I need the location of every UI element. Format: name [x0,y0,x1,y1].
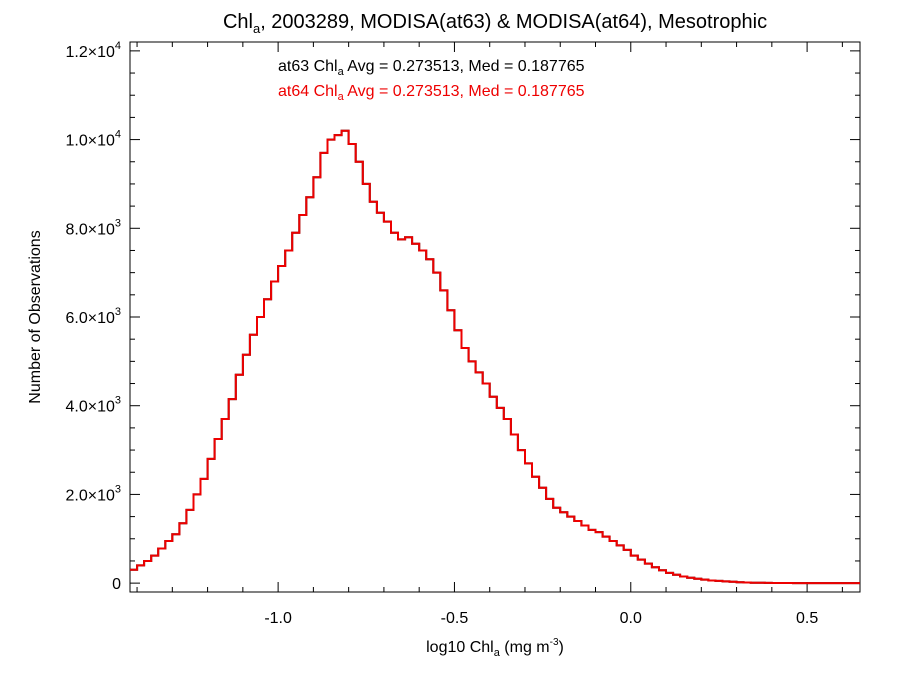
annotation-at63-rest: Avg = 0.273513, Med = 0.187765 [344,58,585,75]
x-tick-label: -1.0 [264,610,292,627]
y-tick-label: 8.0×103 [65,217,121,238]
y-tick-label: 2.0×103 [65,483,121,504]
x-tick-label: 0.5 [796,610,818,627]
plot-frame [129,41,861,593]
annotation-at63: at63 Chla Avg = 0.273513, Med = 0.187765 [278,58,585,78]
annotation-at64-subscript: a [338,91,345,103]
series-at63-line [130,129,860,585]
chart-title: Chla, 2003289, MODISA(at63) & MODISA(at6… [223,11,767,36]
x-axis-label-subscript: a [494,647,501,659]
y-tick-label: 4.0×103 [65,395,121,416]
x-tick-label: -0.5 [441,610,469,627]
annotation-at64-rest: Avg = 0.273513, Med = 0.187765 [344,83,585,100]
x-axis-label-mid: (mg m [500,639,550,656]
y-tick-label: 6.0×103 [65,306,121,327]
y-tick-label: 1.2×104 [65,40,121,61]
annotation-at63-prefix: at63 Chl [278,58,338,75]
chart-title-rest: , 2003289, MODISA(at63) & MODISA(at64), … [260,11,767,33]
y-axis-ticks: 0 2.0×103 4.0×103 6.0×103 8.0×103 1.0×104 1.2×… [65,40,860,593]
annotation-at64-prefix: at64 Chl [278,83,338,100]
chart-title-subscript: a [253,21,261,36]
x-axis-label-superscript: -3 [550,637,559,648]
annotation-at63-subscript: a [338,66,345,78]
x-axis-ticks: -1.0 -0.5 0.0 0.5 [136,42,843,627]
x-axis-label-suffix: ) [559,639,564,656]
y-axis-label: Number of Observations [27,230,44,403]
x-axis-label-prefix: log10 Chl [426,639,494,656]
y-tick-label: 0 [112,576,121,593]
x-axis-label: log10 Chla (mg m-3) [426,637,564,659]
y-tick-label: 1.0×104 [65,129,121,150]
chart-title-prefix: Chl [223,11,253,33]
x-tick-label: 0.0 [620,610,642,627]
annotation-at64: at64 Chla Avg = 0.273513, Med = 0.187765 [278,83,585,103]
series-at64-line [130,129,860,585]
